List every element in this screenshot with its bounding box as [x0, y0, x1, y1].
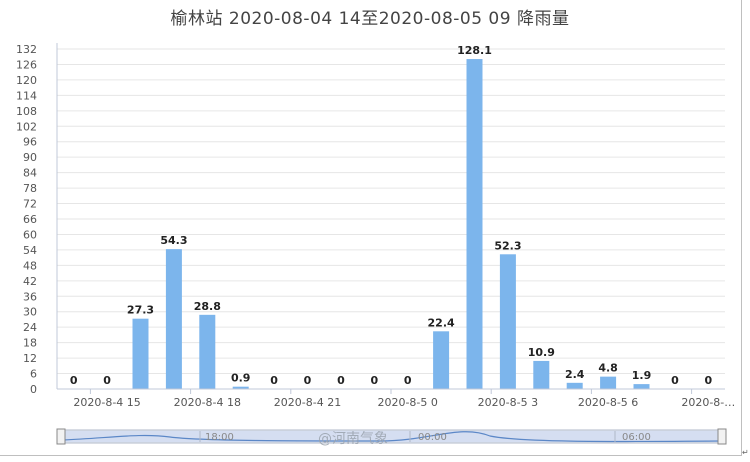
y-tick-label: 108 [16, 105, 37, 118]
x-tick-label: 2020-8-… [681, 396, 735, 409]
data-label: 0 [704, 374, 712, 387]
data-label: 0 [671, 374, 679, 387]
y-axis: 0 6 12 18 24 30 36 42 48 54 60 66 72 78 84 90 96 102 108 11… [16, 43, 58, 396]
bar [600, 376, 617, 389]
y-tick-label: 114 [16, 89, 37, 102]
y-tick-label: 0 [30, 383, 37, 396]
data-labels: 0 0 27.3 54.3 28.8 0.9 0 0 0 0 0 22.4 128.1 52.3 10.9 2… [70, 44, 713, 387]
x-axis: 2020-8-4 15 2020-8-4 18 2020-8-4 21 2020-8-… [57, 388, 735, 409]
x-tick-label: 2020-8-4 15 [73, 396, 140, 409]
y-tick-label: 12 [23, 352, 37, 365]
navigator-series-line [62, 431, 721, 443]
bar [232, 386, 249, 389]
bar [533, 360, 550, 389]
data-label: 0 [337, 374, 345, 387]
y-tick-label: 48 [23, 259, 37, 272]
y-tick-label: 18 [23, 337, 37, 350]
data-label: 0.9 [231, 372, 251, 385]
data-label: 10.9 [528, 346, 555, 359]
bar-chart: 0 6 12 18 24 30 36 42 48 54 60 66 72 78 84 90 96 102 108 11… [16, 43, 735, 445]
data-label: 22.4 [428, 316, 455, 329]
data-label: 0 [404, 374, 412, 387]
data-label: 52.3 [494, 239, 521, 252]
y-tick-label: 90 [23, 151, 37, 164]
watermark-text: @河南气象 [318, 431, 388, 447]
navigator-label-1800: 18:00 [205, 432, 234, 443]
navigator-label-0600: 06:00 [622, 432, 651, 443]
range-navigator[interactable]: 18:00 00:00 06:00 [56, 428, 727, 445]
bar [466, 59, 483, 389]
y-tick-label: 42 [23, 275, 37, 288]
navigator-selection[interactable] [63, 431, 720, 442]
y-tick-label: 54 [23, 244, 37, 257]
data-label: 4.8 [598, 362, 618, 375]
data-label: 54.3 [160, 234, 187, 247]
y-tick-label: 120 [16, 74, 37, 87]
bar [433, 331, 450, 389]
data-label: 0 [103, 374, 111, 387]
data-label: 0 [304, 374, 312, 387]
y-tick-label: 6 [30, 368, 37, 381]
bar [132, 318, 149, 389]
data-label: 0 [70, 374, 78, 387]
y-tick-label: 78 [23, 182, 37, 195]
bar [633, 384, 650, 389]
data-label: 1.9 [632, 369, 652, 382]
navigator-left-handle[interactable] [56, 428, 66, 445]
navigator-label-0000: 00:00 [418, 432, 447, 443]
bar [165, 249, 182, 389]
bar [199, 314, 216, 389]
data-label: 128.1 [457, 44, 492, 57]
y-tick-label: 36 [23, 290, 37, 303]
y-tick-label: 84 [23, 167, 37, 180]
data-label: 0 [370, 374, 378, 387]
y-tick-label: 72 [23, 198, 37, 211]
bar [499, 254, 516, 389]
data-label: 28.8 [194, 300, 221, 313]
y-tick-label: 30 [23, 306, 37, 319]
data-label: 0 [270, 374, 278, 387]
y-tick-label: 66 [23, 213, 37, 226]
x-tick-label: 2020-8-4 18 [174, 396, 241, 409]
chart-frame [0, 0, 742, 456]
grid [57, 48, 725, 390]
x-tick-label: 2020-8-5 6 [578, 396, 638, 409]
corner-arrow-icon: ↵ [742, 448, 749, 457]
y-tick-label: 60 [23, 228, 37, 241]
y-tick-label: 102 [16, 120, 37, 133]
y-tick-label: 132 [16, 43, 37, 56]
y-tick-label: 96 [23, 136, 37, 149]
data-label: 2.4 [565, 368, 585, 381]
navigator-right-handle[interactable] [717, 428, 727, 445]
x-tick-label: 2020-8-5 0 [377, 396, 437, 409]
chart-title: 榆林站 2020-08-04 14至2020-08-05 09 降雨量 [170, 9, 570, 29]
x-tick-label: 2020-8-4 21 [274, 396, 341, 409]
data-label: 27.3 [127, 304, 154, 317]
bar [566, 382, 583, 389]
x-tick-label: 2020-8-5 3 [478, 396, 538, 409]
y-tick-label: 126 [16, 58, 37, 71]
bars [132, 59, 650, 389]
y-tick-label: 24 [23, 321, 37, 334]
